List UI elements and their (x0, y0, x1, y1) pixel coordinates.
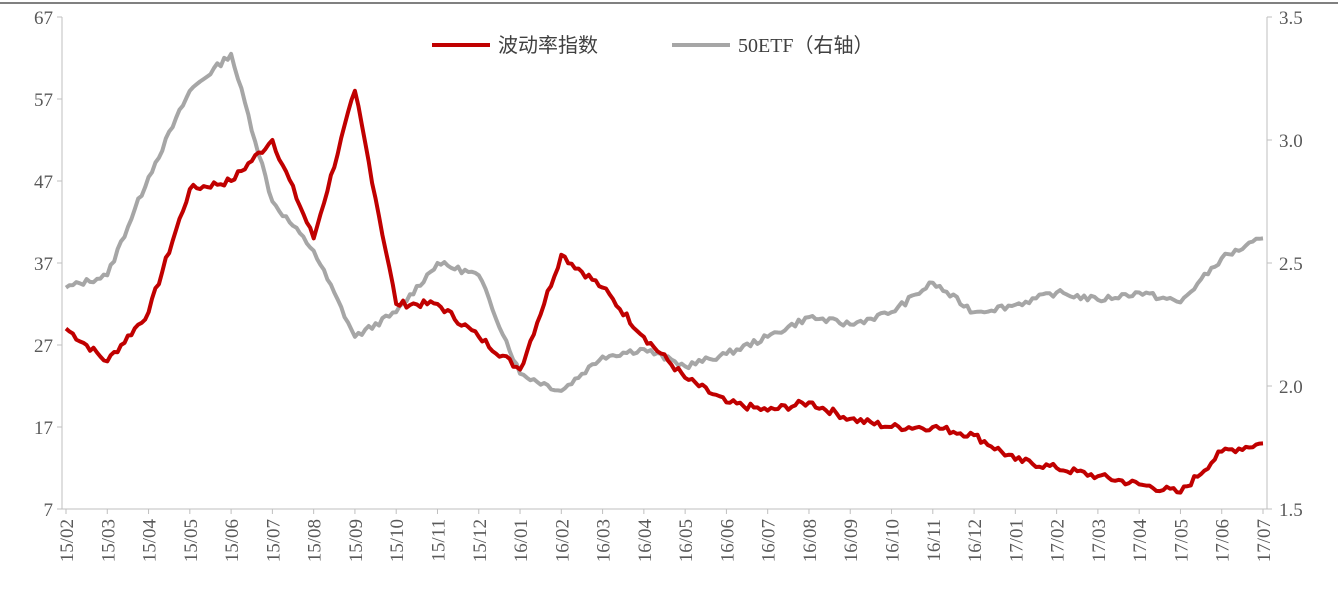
left-axis-ticks: 7 17 27 37 47 57 67 (34, 8, 62, 521)
x-tick-label: 16/01 (511, 519, 532, 562)
left-tick-label: 17 (34, 418, 53, 439)
series-line-volatility-index (64, 88, 1264, 495)
series-line-50etf (64, 51, 1264, 393)
x-tick-label: 17/06 (1213, 519, 1234, 562)
x-tick-label: 16/06 (717, 519, 738, 562)
left-tick-label: 47 (34, 172, 53, 193)
x-tick-label: 16/09 (841, 519, 862, 562)
left-tick-label: 67 (34, 8, 53, 29)
x-tick-label: 15/03 (98, 519, 119, 562)
x-tick-label: 15/02 (57, 519, 78, 562)
left-tick-label: 27 (34, 336, 53, 357)
x-tick-label: 17/05 (1171, 519, 1192, 562)
x-tick-label: 16/07 (759, 519, 780, 562)
x-tick-label: 17/04 (1130, 519, 1151, 563)
x-tick-label: 16/05 (676, 519, 697, 562)
x-tick-label: 15/11 (428, 519, 449, 562)
x-tick-label: 15/07 (263, 519, 284, 562)
x-tick-label: 16/02 (552, 519, 573, 562)
x-tick-label: 16/12 (965, 519, 986, 562)
x-tick-label: 15/06 (222, 519, 243, 562)
right-tick-label: 2.5 (1279, 254, 1303, 275)
x-tick-label: 16/10 (883, 519, 904, 562)
right-tick-label: 3.0 (1279, 131, 1303, 152)
x-tick-label: 15/10 (387, 519, 408, 562)
legend-label-50etf: 50ETF（右轴） (738, 34, 874, 57)
x-tick-label: 17/03 (1089, 519, 1110, 562)
x-tick-label: 16/03 (594, 519, 615, 562)
x-tick-label: 16/11 (924, 519, 945, 562)
x-tick-label: 15/09 (346, 519, 367, 562)
x-tick-label: 17/01 (1006, 519, 1027, 562)
x-tick-label: 15/05 (181, 519, 202, 562)
x-tick-label: 16/08 (800, 519, 821, 562)
x-tick-label: 15/04 (140, 519, 161, 563)
left-tick-label: 57 (34, 90, 53, 111)
right-tick-label: 1.5 (1279, 500, 1303, 521)
legend: 波动率指数 50ETF（右轴） (432, 34, 874, 57)
right-tick-label: 3.5 (1279, 8, 1303, 29)
x-tick-label: 17/02 (1048, 519, 1069, 562)
legend-label-volatility: 波动率指数 (498, 34, 598, 57)
series-layer (64, 51, 1264, 495)
x-tick-label: 16/04 (635, 519, 656, 563)
left-tick-label: 7 (44, 500, 54, 521)
x-tick-label: 15/08 (305, 519, 326, 562)
x-axis-ticks: 15/02 15/03 15/04 15/05 15/06 15/07 15/08 15/09… (57, 509, 1275, 562)
left-tick-label: 37 (34, 254, 53, 275)
right-tick-label: 2.0 (1279, 377, 1303, 398)
x-tick-label: 15/12 (470, 519, 491, 562)
x-tick-label: 17/07 (1254, 519, 1275, 562)
right-axis-ticks: 1.5 2.0 2.5 3.0 3.5 (1267, 8, 1303, 521)
